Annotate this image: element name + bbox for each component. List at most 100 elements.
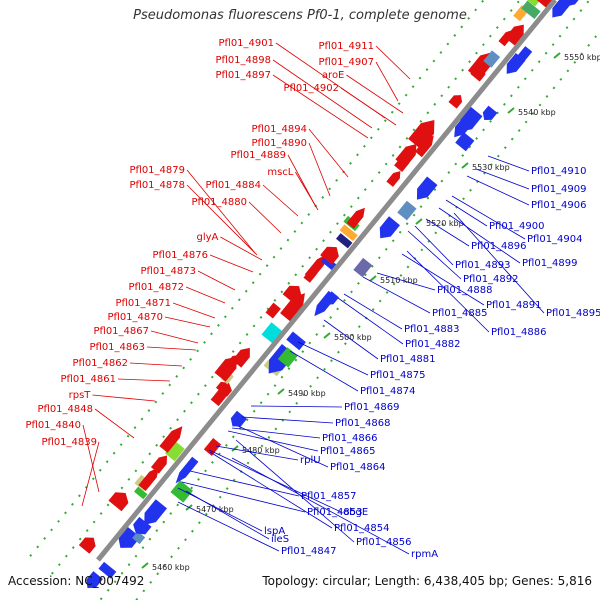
kbp-tick-label: 5500 kbp [334,333,372,342]
kbp-tick-label: 5550 kbp [564,53,600,62]
leader-line [487,155,530,172]
leader-line [406,250,490,333]
leader-line [231,457,410,555]
reverse-gene-label: Pfl01_4866 [322,433,378,444]
kbp-tick [507,107,515,114]
kbp-tick-label: 5520 kbp [426,219,464,228]
kbp-tick [553,52,561,59]
forward-gene-label: Pfl01_4861 [60,374,116,385]
leader-line [308,128,349,178]
forward-gene-label: Pfl01_4902 [283,83,339,94]
reverse-gene-label: Pfl01_4888 [437,285,493,296]
leader-line [375,61,399,102]
forward-gene-label: Pfl01_4848 [37,404,93,415]
feature-track [78,0,586,589]
kbp-tick [141,562,149,569]
accession-text: Accession: NC_007492 [8,574,145,588]
kbp-tick-label: 5510 kbp [380,276,418,285]
leader-line [172,302,216,319]
reverse-gene-label: Pfl01_4883 [404,324,460,335]
forward-gene-label: Pfl01_4890 [251,138,307,149]
gene-arrow [448,95,463,109]
leader-line [376,272,436,291]
genome-backbone [96,0,557,562]
reverse-gene-label: Pfl01_4865 [320,446,376,457]
leader-line [186,184,258,256]
forward-gene-label: Pfl01_4897 [215,70,271,81]
reverse-gene-label: Pfl01_4874 [360,386,416,397]
gene-arrow [408,119,435,150]
reverse-gene-label: Pfl01_4886 [491,327,547,338]
map-title: Pseudomonas fluorescens Pf0-1, complete … [133,8,467,23]
gene-arrow [175,456,199,484]
forward-gene-label: Pfl01_4862 [72,358,128,369]
gene-arrow [232,347,250,368]
leader-line [445,199,488,227]
gene-block [339,224,358,242]
leader-line [81,441,100,507]
gene-arrow [159,426,183,453]
leader-line [375,45,411,80]
reverse-gene-label: Pfl01_4854 [334,523,390,534]
gene-block [261,322,282,344]
leader-line [129,362,183,367]
reverse-gene-label: Pfl01_4895 [546,308,600,319]
gene-block [98,561,117,579]
kbp-tick-label: 5490 kbp [288,389,326,398]
gene-arrow [379,216,400,239]
gene-block [397,200,417,221]
forward-gene-label: Pfl01_4901 [218,38,274,49]
genome-summary: Topology: circular; Length: 6,438,405 bp… [262,574,592,588]
reverse-gene-label: Pfl01_4869 [344,402,400,413]
gene-arrow [108,492,129,512]
gene-block [132,531,146,545]
leader-line [237,425,329,468]
reverse-gene-label: obgE [343,507,368,518]
kbp-tick-label: 5480 kbp [242,446,280,455]
leader-line [475,168,530,190]
leader-line [177,501,280,552]
reverse-gene-label: Pfl01_4885 [432,308,488,319]
gene-block [320,255,338,271]
feature-labels: Pfl01_4901 Pfl01_4911 Pfl01_4898 Pfl01_4907… [25,38,600,560]
gene-block [521,0,541,19]
gene-block [170,480,193,503]
reverse-gene-label: lspA [264,526,285,537]
leader-line [466,175,530,206]
leader-line [227,430,319,452]
gene-arrow [78,537,96,554]
leader-line [337,297,404,345]
reverse-gene-label: ileS [271,534,289,545]
gene-block [522,0,540,7]
forward-gene-label: Pfl01_4894 [251,124,307,135]
forward-gene-label: glyA [197,232,219,243]
forward-gene-label: Pfl01_4879 [129,165,185,176]
gene-arrow [416,176,438,200]
gene-arrow [150,455,168,474]
reverse-gene-label: Pfl01_4864 [330,462,386,473]
reverse-gene-label: Pfl01_4904 [527,234,583,245]
leader-line [235,439,355,543]
reverse-gene-label: Pfl01_4909 [531,184,587,195]
leader-line [401,253,485,306]
track-dotted-line [135,29,600,600]
reverse-gene-label: Pfl01_4882 [405,339,461,350]
leader-line [297,341,369,376]
leader-line [346,74,404,114]
leader-line [438,207,521,264]
reverse-gene-label: Pfl01_4857 [301,491,357,502]
leader-line [262,184,299,217]
leader-line [215,445,299,461]
forward-gene-label: Pfl01_4867 [93,326,149,337]
forward-gene-label: Pfl01_4871 [115,298,171,309]
reverse-gene-label: rplU [300,455,321,466]
forward-gene-label: Pfl01_4876 [152,250,208,261]
leader-line [289,350,359,392]
kbp-tick [415,218,423,225]
leader-line [295,171,319,211]
gene-block [134,486,148,500]
kbp-tick-label: 5530 kbp [472,163,510,172]
leader-line [177,487,263,532]
gene-arrow [386,171,401,187]
